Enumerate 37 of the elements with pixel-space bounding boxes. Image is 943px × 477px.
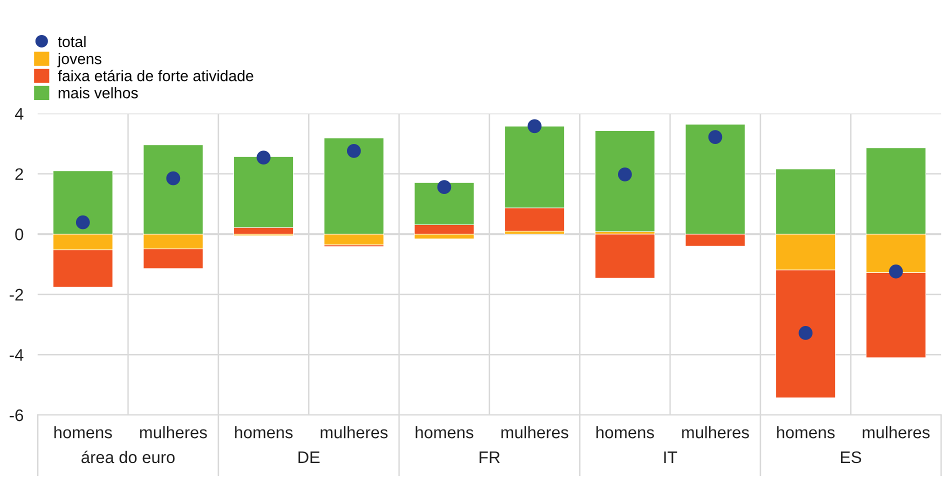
legend-label: jovens: [57, 53, 102, 68]
point: [528, 119, 542, 134]
y-tick-label: -4: [10, 349, 24, 361]
bar: [594, 130, 656, 232]
x-tick-label: homens: [235, 426, 293, 438]
y-tick-label: 4: [14, 108, 24, 120]
legend-label: mais velhos: [58, 87, 138, 98]
point: [256, 150, 271, 164]
text: ES: [841, 451, 862, 464]
x-tick-label: homens: [416, 426, 474, 438]
text: FR: [480, 452, 500, 464]
legend-label: faixa etária de forte atividade: [58, 70, 254, 82]
text: DE: [298, 452, 320, 464]
x-tick-label: mulheres: [682, 426, 749, 438]
point: [76, 215, 90, 230]
text: área do euro: [82, 450, 175, 464]
x-tick-label: homens: [54, 426, 112, 438]
bar: [594, 234, 656, 278]
legend-label: total: [58, 36, 86, 48]
point: [889, 264, 903, 278]
y-tick-label: -2: [10, 288, 23, 300]
point: [346, 144, 361, 158]
y-tick-label: -6: [10, 409, 24, 422]
text: IT: [664, 452, 678, 464]
x-tick-label: homens: [596, 426, 654, 438]
x-tick-label: mulheres: [862, 426, 930, 438]
point: [618, 167, 632, 182]
y-tick-label: 0: [15, 228, 24, 240]
point: [166, 171, 180, 186]
x-tick-label: homens: [777, 426, 835, 438]
point: [437, 180, 452, 194]
x-tick-label: mulheres: [320, 426, 388, 438]
x-tick-label: mulheres: [140, 426, 207, 438]
y-tick-label: 2: [15, 168, 23, 180]
point: [798, 326, 813, 340]
point: [708, 130, 722, 144]
x-tick-label: mulheres: [501, 426, 568, 438]
